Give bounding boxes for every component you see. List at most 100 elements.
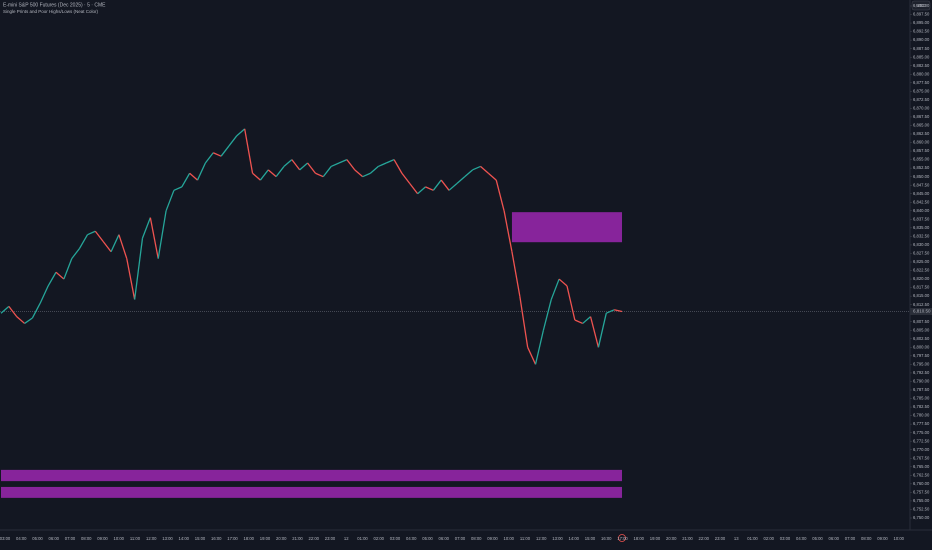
price-segment <box>291 159 301 171</box>
x-tick-label: 03:00 <box>780 536 791 541</box>
x-tick-label: 20:00 <box>276 536 287 541</box>
price-segment <box>558 278 568 287</box>
price-segment <box>378 162 387 168</box>
price-segment <box>511 251 521 297</box>
price-segment <box>503 210 513 252</box>
y-tick-label: 6,837.50 <box>913 216 930 221</box>
price-segment <box>495 179 505 211</box>
y-tick-label: 6,782.50 <box>913 404 930 409</box>
x-tick-label: 16:00 <box>601 536 612 541</box>
x-tick-label: 21:00 <box>292 536 303 541</box>
price-segment <box>472 165 481 171</box>
price-segment <box>338 159 348 164</box>
y-tick-label: 6,885.00 <box>913 54 930 59</box>
x-tick-label: 15:00 <box>585 536 596 541</box>
single-print-zone <box>1 486 622 498</box>
x-tick-label: 16:00 <box>211 536 222 541</box>
x-tick-label: 11:00 <box>520 536 531 541</box>
price-segment <box>401 172 411 184</box>
x-tick-label: 14:00 <box>569 536 580 541</box>
x-tick-label: 17:00 <box>617 536 628 541</box>
y-tick-label: 6,785.00 <box>913 396 930 401</box>
y-tick-label: 6,765.00 <box>913 464 930 469</box>
x-tick-label: 04:00 <box>796 536 807 541</box>
price-segment <box>574 319 583 325</box>
price-segment <box>141 217 151 239</box>
y-tick-label: 6,877.50 <box>913 80 930 85</box>
y-tick-label: 6,900.00 <box>913 3 930 8</box>
y-tick-label: 6,860.00 <box>913 140 930 145</box>
x-tick-label: 13 <box>734 536 739 541</box>
single-print-zone <box>511 212 622 243</box>
y-tick-label: 6,840.00 <box>913 208 930 213</box>
x-tick-label: 08:00 <box>81 536 92 541</box>
x-tick-label: 12 <box>344 536 349 541</box>
price-segment <box>196 162 206 181</box>
price-segment <box>267 169 277 178</box>
price-segment <box>55 271 65 280</box>
single-print-zone <box>1 469 622 482</box>
y-tick-label: 6,767.50 <box>913 455 930 460</box>
x-tick-label: 02:00 <box>764 536 775 541</box>
price-segment <box>330 162 340 168</box>
price-segment <box>110 234 120 253</box>
price-segment <box>8 305 18 318</box>
y-tick-label: 6,777.50 <box>913 421 930 426</box>
y-tick-label: 6,780.00 <box>913 413 930 418</box>
price-segment <box>252 172 261 181</box>
x-tick-label: 06:00 <box>439 536 450 541</box>
indicator-name: Single Prints and Poor Highs/Lows (Neat … <box>3 9 99 14</box>
x-tick-label: 12:00 <box>536 536 547 541</box>
x-tick-label: 03:00 <box>0 536 11 541</box>
price-segment <box>24 317 33 324</box>
price-segment <box>149 217 159 259</box>
x-tick-label: 06:00 <box>829 536 840 541</box>
x-tick-label: 07:00 <box>845 536 856 541</box>
price-segment <box>480 165 489 174</box>
x-tick-label: 01:00 <box>747 536 758 541</box>
y-tick-label: 6,870.00 <box>913 106 930 111</box>
y-tick-label: 6,760.00 <box>913 481 930 486</box>
y-tick-label: 6,750.00 <box>913 515 930 520</box>
price-segment <box>259 169 269 181</box>
y-tick-label: 6,817.50 <box>913 285 930 290</box>
y-tick-label: 6,880.00 <box>913 71 930 76</box>
y-tick-label: 6,872.50 <box>913 97 930 102</box>
chart-title: E-mini S&P 500 Futures (Dec 2025) · 5 · … <box>3 2 106 8</box>
goto-realtime-button[interactable] <box>618 534 626 542</box>
x-tick-label: 09:00 <box>487 536 498 541</box>
y-tick-label: 6,797.50 <box>913 353 930 358</box>
x-tick-label: 01:00 <box>357 536 368 541</box>
x-tick-label: 08:00 <box>861 536 872 541</box>
price-segment <box>307 162 316 174</box>
y-tick-label: 6,855.00 <box>913 157 930 162</box>
x-tick-label: 07:00 <box>65 536 76 541</box>
price-segment <box>212 152 222 157</box>
x-tick-label: 10:00 <box>114 536 125 541</box>
price-segment <box>157 210 167 259</box>
price-segment <box>220 145 230 157</box>
y-tick-label: 6,787.50 <box>913 387 930 392</box>
x-tick-label: 08:00 <box>471 536 482 541</box>
price-segment <box>409 183 419 195</box>
price-segment <box>315 172 324 178</box>
price-segment <box>102 241 112 253</box>
price-segment <box>31 302 41 319</box>
x-tick-label: 04:00 <box>406 536 417 541</box>
price-segment <box>432 179 442 191</box>
price-segment <box>275 166 285 178</box>
price-segment <box>542 299 552 331</box>
price-segment <box>487 172 497 181</box>
price-segment <box>189 172 198 181</box>
y-tick-label: 6,890.00 <box>913 37 930 42</box>
x-tick-label: 06:00 <box>49 536 60 541</box>
x-tick-label: 17:00 <box>227 536 238 541</box>
x-tick-label: 22:00 <box>699 536 710 541</box>
y-tick-label: 6,792.50 <box>913 370 930 375</box>
y-tick-label: 6,825.00 <box>913 259 930 264</box>
x-tick-label: 09:00 <box>97 536 108 541</box>
currency-button[interactable] <box>911 0 931 11</box>
price-segment <box>370 165 379 174</box>
